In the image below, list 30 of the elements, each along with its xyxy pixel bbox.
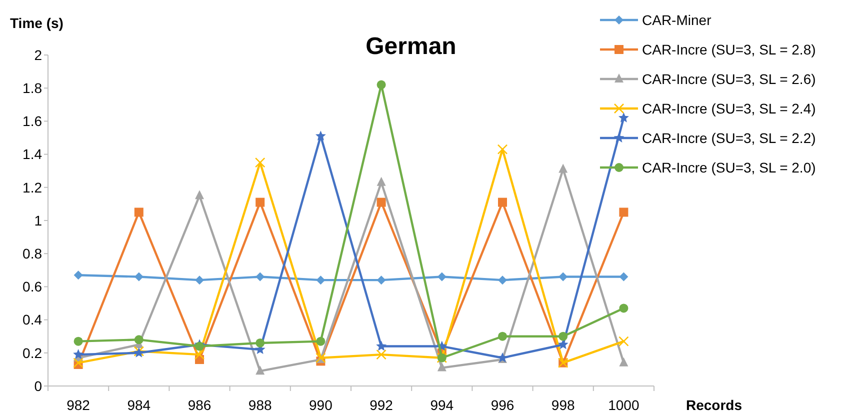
y-tick-label: 0 <box>34 378 42 394</box>
x-tick-label: 1000 <box>608 397 640 413</box>
x-tick-label: 990 <box>309 397 333 413</box>
y-tick-label: 1.8 <box>22 80 42 96</box>
legend-label: CAR-Incre (SU=3, SL = 2.2) <box>642 130 816 146</box>
y-tick-label: 0.2 <box>22 344 42 361</box>
x-axis-title: Records <box>686 397 742 413</box>
legend-label: CAR-Miner <box>642 12 712 28</box>
y-axis-title: Time (s) <box>10 15 64 31</box>
y-tick-label: 1.2 <box>22 179 42 196</box>
y-tick-label: 1.4 <box>22 146 42 162</box>
legend-label: CAR-Incre (SU=3, SL = 2.8) <box>642 41 816 58</box>
y-tick-label: 1 <box>34 212 42 228</box>
y-tick-label: 0.4 <box>22 312 42 328</box>
y-tick-label: 2 <box>34 46 42 63</box>
legend-label: CAR-Incre (SU=3, SL = 2.6) <box>642 70 816 87</box>
y-tick-label: 1.6 <box>22 113 42 130</box>
x-tick-label: 994 <box>430 397 454 413</box>
legend-label: CAR-Incre (SU=3, SL = 2.4) <box>642 100 816 116</box>
x-tick-label: 996 <box>490 397 514 413</box>
x-tick-label: 992 <box>370 397 394 413</box>
x-tick-label: 984 <box>127 397 151 413</box>
x-tick-label: 998 <box>551 397 575 413</box>
chart-title: German <box>366 33 456 60</box>
legend-label: CAR-Incre (SU=3, SL = 2.0) <box>642 159 816 176</box>
y-tick-label: 0.6 <box>22 278 42 295</box>
y-tick-label: 0.8 <box>22 246 42 262</box>
x-tick-label: 988 <box>248 397 272 413</box>
x-tick-label: 982 <box>66 397 90 413</box>
x-tick-label: 986 <box>188 397 212 413</box>
